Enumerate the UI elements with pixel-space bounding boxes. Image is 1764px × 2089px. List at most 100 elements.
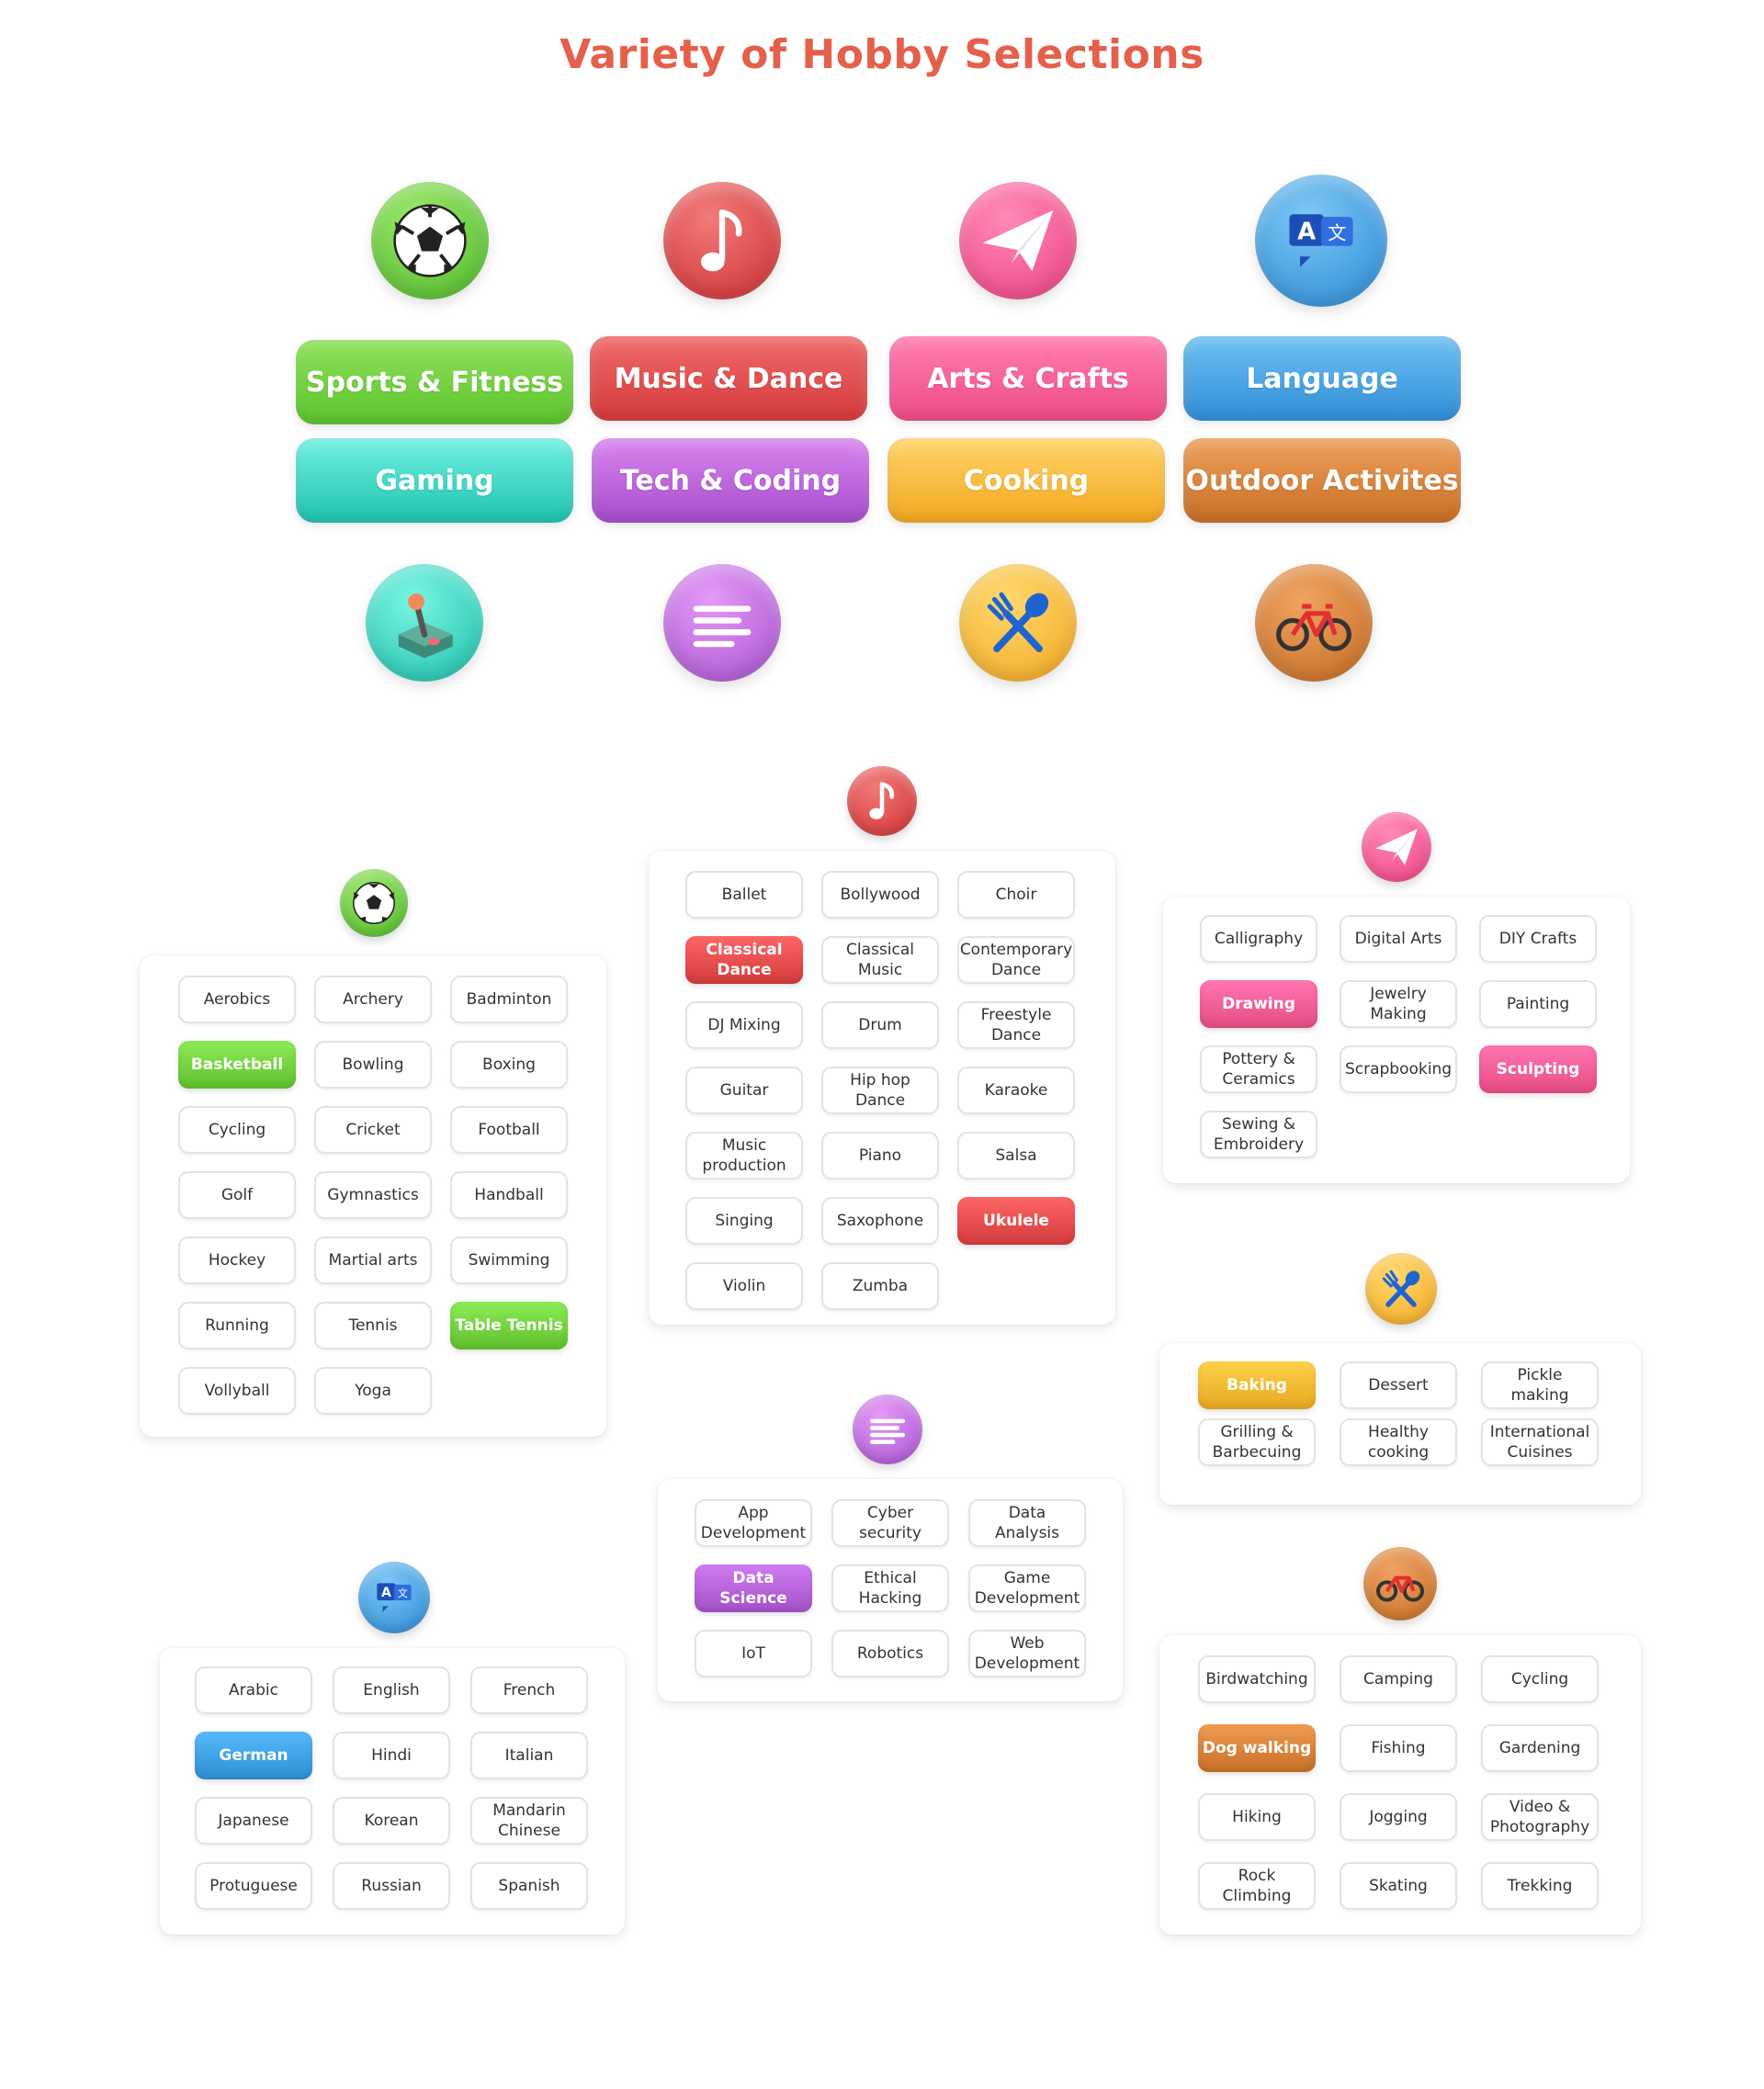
hobby-chip[interactable]: Piano: [821, 1132, 939, 1180]
hobby-chip[interactable]: DJ Mixing: [685, 1001, 803, 1049]
hobby-chip[interactable]: Scrapbooking: [1340, 1045, 1457, 1093]
hobby-chip[interactable]: Arabic: [195, 1666, 312, 1714]
hobby-chip[interactable]: Gymnastics: [314, 1171, 432, 1219]
hobby-chip[interactable]: Boxing: [450, 1041, 568, 1089]
hobby-chip[interactable]: App Development: [695, 1499, 812, 1547]
hobby-chip[interactable]: Basketball: [178, 1041, 296, 1089]
hobby-chip[interactable]: DIY Crafts: [1479, 915, 1597, 963]
hobby-chip[interactable]: Jogging: [1340, 1793, 1457, 1841]
hobby-chip[interactable]: Hip hop Dance: [821, 1067, 939, 1114]
hobby-chip[interactable]: Tennis: [314, 1302, 432, 1349]
hobby-chip[interactable]: Video & Photography: [1481, 1793, 1599, 1841]
hobby-chip[interactable]: Classical Dance: [685, 936, 803, 984]
hobby-chip[interactable]: Zumba: [821, 1262, 939, 1310]
hobby-chip[interactable]: Cyber security: [831, 1499, 949, 1547]
hobby-chip[interactable]: Dog walking: [1198, 1724, 1316, 1772]
hobby-chip[interactable]: Birdwatching: [1198, 1655, 1316, 1703]
category-gaming[interactable]: Gaming: [296, 438, 573, 523]
hobby-chip[interactable]: Swimming: [450, 1236, 568, 1284]
hobby-chip[interactable]: Web Development: [968, 1630, 1086, 1677]
category-tech-coding[interactable]: Tech & Coding: [592, 438, 869, 523]
hobby-chip[interactable]: Salsa: [957, 1132, 1075, 1180]
soccer-ball-icon: [371, 182, 489, 299]
hobby-chip[interactable]: Choir: [957, 871, 1075, 919]
category-sports-fitness[interactable]: Sports & Fitness: [296, 340, 573, 424]
hobby-chip[interactable]: Violin: [685, 1262, 803, 1310]
hobby-chip[interactable]: German: [195, 1732, 312, 1779]
hobby-chip[interactable]: Trekking: [1481, 1862, 1599, 1910]
hobby-chip[interactable]: Cricket: [314, 1106, 432, 1154]
hobby-chip[interactable]: Cycling: [1481, 1655, 1599, 1703]
hobby-chip[interactable]: Pickle making: [1481, 1361, 1599, 1409]
hobby-chip[interactable]: Music production: [685, 1132, 803, 1180]
hobby-chip[interactable]: International Cuisines: [1481, 1418, 1599, 1466]
hobby-chip[interactable]: Dessert: [1340, 1361, 1457, 1409]
category-arts-crafts[interactable]: Arts & Crafts: [889, 336, 1167, 421]
hobby-chip[interactable]: Jewelry Making: [1340, 980, 1457, 1028]
hobby-chip[interactable]: Drum: [821, 1001, 939, 1049]
hobby-chip[interactable]: Yoga: [314, 1367, 432, 1415]
hobby-chip[interactable]: Sewing & Embroidery: [1200, 1111, 1317, 1158]
hobby-chip[interactable]: Skating: [1340, 1862, 1457, 1910]
hobby-chip[interactable]: French: [470, 1666, 588, 1714]
panel-language: Arabic English French German Hindi Italian Jap…: [160, 1648, 625, 1935]
hobby-chip[interactable]: Football: [450, 1106, 568, 1154]
hobby-chip[interactable]: Ethical Hacking: [831, 1564, 949, 1612]
hobby-chip[interactable]: Cycling: [178, 1106, 296, 1154]
hobby-chip[interactable]: Data Analysis: [968, 1499, 1086, 1547]
hobby-chip[interactable]: Digital Arts: [1340, 915, 1457, 963]
hobby-chip[interactable]: Protuguese: [195, 1862, 312, 1910]
music-note-icon: [847, 766, 917, 836]
hobby-chip[interactable]: Bollywood: [821, 871, 939, 919]
hobby-chip[interactable]: Calligraphy: [1200, 915, 1317, 963]
hobby-chip[interactable]: Russian: [333, 1862, 450, 1910]
hobby-chip[interactable]: Spanish: [470, 1862, 588, 1910]
hobby-chip[interactable]: Handball: [450, 1171, 568, 1219]
hobby-chip[interactable]: Saxophone: [821, 1197, 939, 1245]
hobby-chip[interactable]: Karaoke: [957, 1067, 1075, 1114]
hobby-chip[interactable]: Sculpting: [1479, 1045, 1597, 1093]
hobby-chip[interactable]: Bowling: [314, 1041, 432, 1089]
category-language[interactable]: Language: [1183, 336, 1461, 421]
hobby-chip[interactable]: Hockey: [178, 1236, 296, 1284]
hobby-chip[interactable]: Baking: [1198, 1361, 1316, 1409]
hobby-chip[interactable]: Rock Climbing: [1198, 1862, 1316, 1910]
hobby-chip[interactable]: Ukulele: [957, 1197, 1075, 1245]
hobby-chip[interactable]: Martial arts: [314, 1236, 432, 1284]
hobby-chip[interactable]: Contemporary Dance: [957, 936, 1075, 984]
hobby-chip[interactable]: English: [333, 1666, 450, 1714]
hobby-chip[interactable]: Ballet: [685, 871, 803, 919]
hobby-chip[interactable]: Camping: [1340, 1655, 1457, 1703]
category-music-dance[interactable]: Music & Dance: [590, 336, 867, 421]
hobby-chip[interactable]: Hiking: [1198, 1793, 1316, 1841]
hobby-chip[interactable]: Korean: [333, 1797, 450, 1845]
hobby-chip[interactable]: Italian: [470, 1732, 588, 1779]
hobby-chip[interactable]: Japanese: [195, 1797, 312, 1845]
hobby-chip[interactable]: Healthy cooking: [1340, 1418, 1457, 1466]
hobby-chip[interactable]: Golf: [178, 1171, 296, 1219]
hobby-chip[interactable]: Drawing: [1200, 980, 1317, 1028]
hobby-chip[interactable]: Singing: [685, 1197, 803, 1245]
hobby-chip[interactable]: Grilling & Barbecuing: [1198, 1418, 1316, 1466]
hobby-chip[interactable]: Robotics: [831, 1630, 949, 1677]
hobby-chip[interactable]: Vollyball: [178, 1367, 296, 1415]
hobby-chip[interactable]: Badminton: [450, 976, 568, 1023]
hobby-chip[interactable]: Aerobics: [178, 976, 296, 1023]
hobby-chip[interactable]: Running: [178, 1302, 296, 1349]
hobby-chip[interactable]: Gardening: [1481, 1724, 1599, 1772]
hobby-chip[interactable]: Freestyle Dance: [957, 1001, 1075, 1049]
hobby-chip[interactable]: Classical Music: [821, 936, 939, 984]
hobby-chip[interactable]: Mandarin Chinese: [470, 1797, 588, 1845]
category-cooking[interactable]: Cooking: [888, 438, 1165, 523]
hobby-chip[interactable]: Painting: [1479, 980, 1597, 1028]
hobby-chip[interactable]: Pottery & Ceramics: [1200, 1045, 1317, 1093]
category-outdoor-activities[interactable]: Outdoor Activites: [1183, 438, 1461, 523]
hobby-chip[interactable]: Guitar: [685, 1067, 803, 1114]
hobby-chip[interactable]: IoT: [695, 1630, 812, 1677]
hobby-chip[interactable]: Table Tennis: [450, 1302, 568, 1349]
hobby-chip[interactable]: Fishing: [1340, 1724, 1457, 1772]
hobby-chip[interactable]: Hindi: [333, 1732, 450, 1779]
hobby-chip[interactable]: Game Development: [968, 1564, 1086, 1612]
hobby-chip[interactable]: Archery: [314, 976, 432, 1023]
hobby-chip[interactable]: Data Science: [695, 1564, 812, 1612]
